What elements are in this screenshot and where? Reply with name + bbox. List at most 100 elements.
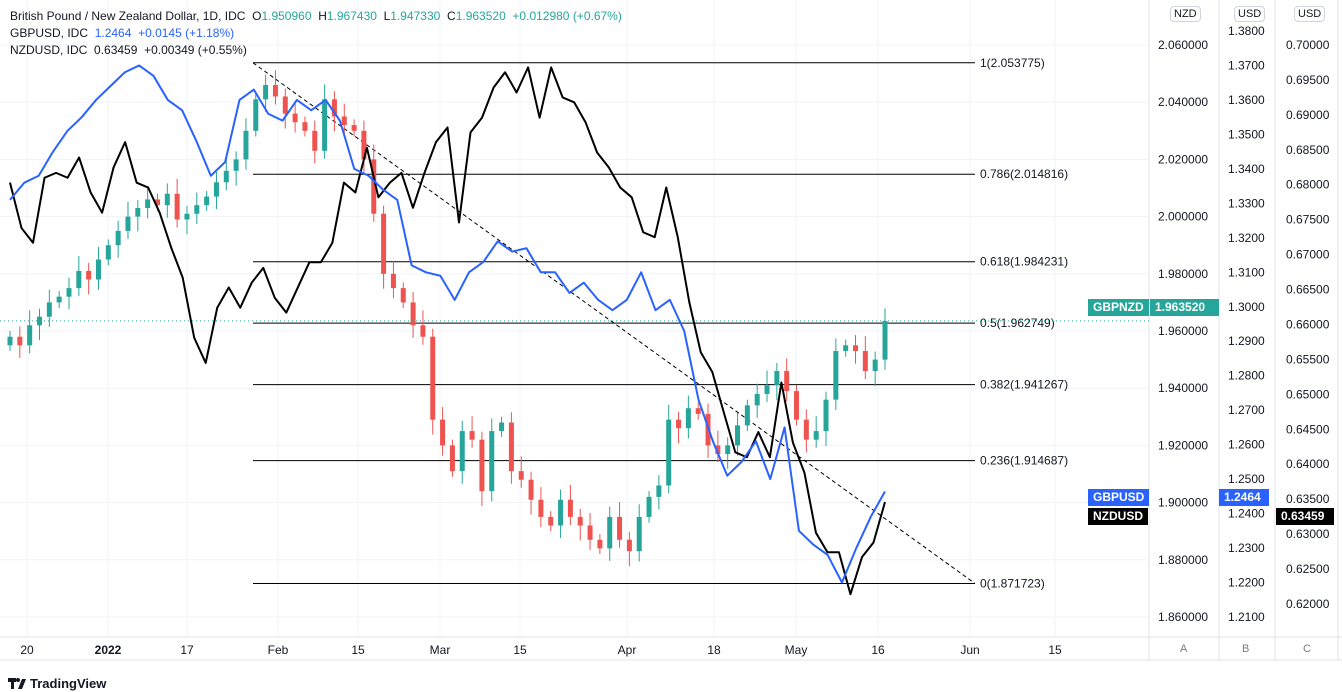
- fib-level-label: 0.382(1.941267): [980, 378, 1068, 392]
- usd-tick-label: 1.2700: [1228, 403, 1265, 417]
- candle-down: [331, 99, 337, 117]
- candle-down: [626, 539, 632, 552]
- usd-tick-label: 1.2500: [1228, 472, 1265, 486]
- fib-level-label: 0.236(1.914687): [980, 454, 1068, 468]
- scale-c-button[interactable]: C: [1303, 643, 1311, 655]
- candle-down: [676, 419, 682, 429]
- candle-down: [292, 113, 298, 123]
- candle-up: [115, 230, 121, 246]
- usd2-tick-label: 0.62500: [1286, 562, 1330, 576]
- candle-up: [636, 516, 642, 552]
- candle-up: [774, 371, 780, 386]
- usd2-tick-label: 0.66500: [1286, 283, 1330, 297]
- usd2-tick-label: 0.70000: [1286, 38, 1330, 52]
- candle-up: [253, 99, 259, 131]
- gbpnzd-price-tag: 1.963520: [1150, 299, 1219, 316]
- candle-down: [282, 96, 288, 114]
- time-tick-label: Jun: [960, 643, 979, 657]
- candle-up: [754, 393, 760, 406]
- usd-tick-label: 1.3400: [1228, 162, 1265, 176]
- candle-up: [233, 159, 239, 171]
- candle-up: [243, 130, 249, 160]
- time-tick-label: 20: [20, 643, 34, 657]
- candle-down: [784, 371, 790, 392]
- gbpusd-tag-name: GBPUSD: [1088, 489, 1150, 506]
- legend-nzdusd: NZDUSD, IDC 0.63459 +0.00349 (+0.55%): [10, 43, 247, 57]
- nzd-tick-label: 1.940000: [1158, 381, 1208, 395]
- candle-up: [489, 431, 495, 492]
- candle-down: [617, 516, 623, 540]
- candle-up: [607, 516, 613, 549]
- candle-up: [764, 385, 770, 394]
- candle-up: [872, 359, 878, 372]
- time-tick-label: Mar: [430, 643, 451, 657]
- candle-down: [420, 325, 426, 337]
- candle-down: [17, 336, 23, 346]
- candle-up: [105, 245, 111, 260]
- usd-tick-label: 1.3600: [1228, 93, 1265, 107]
- candle-down: [351, 125, 357, 131]
- legend-gbpusd: GBPUSD, IDC 1.2464 +0.0145 (+1.18%): [10, 26, 235, 40]
- unit-nzd[interactable]: NZD: [1170, 6, 1201, 22]
- candle-up: [725, 445, 731, 454]
- fib-level-label: 0.786(2.014816): [980, 167, 1068, 181]
- candle-up: [76, 270, 82, 289]
- candle-down: [174, 193, 180, 220]
- gbpusd-price-tag: 1.2464: [1219, 489, 1269, 506]
- usd2-tick-label: 0.63000: [1286, 527, 1330, 541]
- candle-up: [46, 302, 52, 317]
- candle-up: [135, 208, 141, 217]
- tradingview-logo[interactable]: TradingView: [8, 676, 106, 691]
- time-tick-label: Feb: [268, 643, 289, 657]
- candle-up: [656, 485, 662, 497]
- nzd-tick-label: 1.900000: [1158, 496, 1208, 510]
- candle-up: [558, 499, 564, 526]
- usd2-tick-label: 0.66000: [1286, 317, 1330, 331]
- nzd-tick-label: 1.880000: [1158, 553, 1208, 567]
- candle-down: [862, 351, 868, 372]
- scale-b-button[interactable]: B: [1242, 643, 1250, 655]
- candle-up: [833, 351, 839, 400]
- legend-main: British Pound / New Zealand Dollar, 1D, …: [10, 9, 622, 23]
- candle-down: [803, 419, 809, 440]
- usd2-tick-label: 0.64500: [1286, 422, 1330, 436]
- usd2-tick-label: 0.67000: [1286, 248, 1330, 262]
- unit-usd-1[interactable]: USD: [1234, 6, 1266, 22]
- candle-down: [440, 419, 446, 446]
- time-tick-label: May: [785, 643, 808, 657]
- candle-down: [272, 85, 278, 97]
- candle-down: [794, 391, 800, 420]
- candle-down: [479, 439, 485, 492]
- candle-up: [744, 405, 750, 426]
- scale-a-button[interactable]: A: [1180, 643, 1188, 655]
- usd-tick-label: 1.2900: [1228, 334, 1265, 348]
- usd-tick-label: 1.2600: [1228, 438, 1265, 452]
- usd-tick-label: 1.2800: [1228, 369, 1265, 383]
- usd2-tick-label: 0.68000: [1286, 178, 1330, 192]
- candle-down: [567, 499, 573, 517]
- candle-up: [263, 85, 269, 100]
- time-tick-label: Apr: [618, 643, 637, 657]
- candle-up: [843, 345, 849, 352]
- candle-down: [538, 499, 544, 517]
- gbpnzd-tag-name: GBPNZD: [1088, 299, 1149, 316]
- time-tick-label: 2022: [95, 643, 122, 657]
- candle-down: [302, 122, 308, 131]
- nzd-tick-label: 2.040000: [1158, 95, 1208, 109]
- usd2-tick-label: 0.64000: [1286, 457, 1330, 471]
- fib-level-label: 1(2.053775): [980, 56, 1045, 70]
- usd-tick-label: 1.3300: [1228, 196, 1265, 210]
- candle-up: [213, 182, 219, 197]
- usd-tick-label: 1.2100: [1228, 610, 1265, 624]
- candle-down: [86, 270, 92, 280]
- nzd-tick-label: 1.860000: [1158, 610, 1208, 624]
- candle-down: [371, 159, 377, 214]
- candle-down: [341, 116, 347, 126]
- unit-usd-2[interactable]: USD: [1294, 6, 1326, 22]
- nzd-tick-label: 2.060000: [1158, 38, 1208, 52]
- candle-up: [66, 288, 72, 297]
- candle-up: [666, 419, 672, 486]
- candle-up: [145, 199, 151, 209]
- candle-down: [518, 471, 524, 480]
